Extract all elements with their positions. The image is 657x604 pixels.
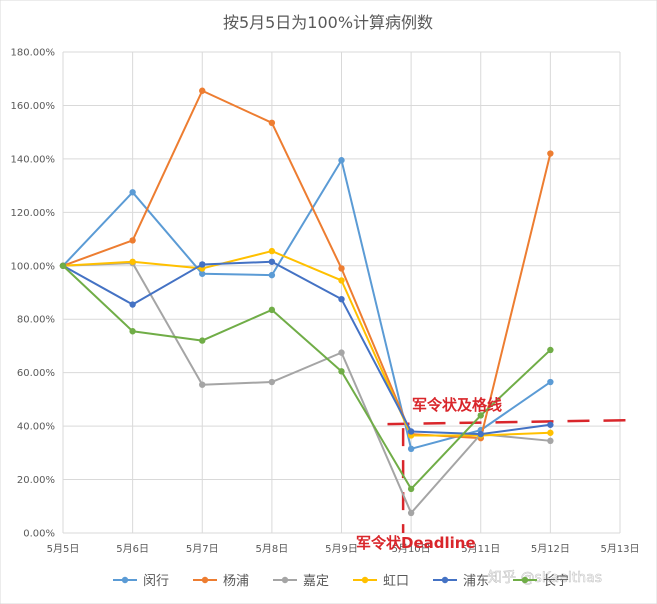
data-point: [547, 429, 554, 436]
legend-label: 浦东: [463, 574, 489, 589]
data-point: [199, 261, 206, 268]
x-tick-label: 5月9日: [325, 543, 358, 555]
data-point: [199, 337, 206, 344]
data-point: [268, 306, 276, 314]
data-point: [547, 150, 554, 157]
annotation-lines: [387, 418, 633, 533]
legend-item: 嘉定: [273, 574, 329, 589]
x-tick-label: 5月10日: [392, 543, 431, 555]
x-tick-label: 5月11日: [461, 543, 500, 555]
data-point: [338, 349, 345, 356]
legend-marker: [281, 576, 289, 584]
y-tick-label: 20.00%: [17, 475, 55, 486]
data-point: [547, 437, 554, 445]
legend-item: 长宁: [513, 573, 569, 589]
data-point: [59, 262, 67, 269]
data-point: [268, 247, 276, 255]
data-point: [129, 328, 136, 335]
x-tick-label: 5月8日: [256, 543, 289, 555]
series-line: [62, 250, 551, 437]
legend-item: 杨浦: [193, 574, 249, 589]
data-point: [547, 346, 554, 354]
legend-label: 长宁: [543, 573, 569, 589]
x-tick-label: 5月5日: [47, 543, 80, 555]
y-tick-label: 80.00%: [17, 315, 55, 326]
y-tick-label: 0.00%: [23, 529, 55, 540]
x-tick-label: 5月7日: [186, 543, 219, 555]
data-point: [407, 509, 415, 517]
x-tick-label: 5月12日: [531, 543, 570, 555]
y-tick-label: 180.00%: [11, 48, 56, 59]
watermark: 知乎 @sKaelthas: [488, 569, 602, 586]
series-line: [62, 262, 551, 514]
legend-item: 浦东: [433, 574, 489, 589]
chart-title: 按5月5日为100%计算病例数: [223, 13, 433, 32]
legend-label: 杨浦: [223, 574, 249, 589]
legend-label: 虹口: [383, 574, 409, 589]
data-point: [199, 381, 206, 388]
data-point: [338, 157, 345, 164]
data-point: [268, 258, 276, 265]
legend-marker: [361, 576, 369, 584]
data-point: [199, 87, 206, 94]
series-group: [59, 87, 554, 517]
data-point: [477, 430, 484, 438]
data-point: [407, 428, 415, 435]
series-5: [59, 258, 554, 438]
data-point: [407, 485, 415, 493]
y-tick-label: 100.00%: [11, 261, 56, 272]
data-point: [129, 237, 136, 244]
data-point: [129, 189, 136, 196]
legend: 闵行 杨浦 嘉定 虹口 浦东 长宁: [113, 573, 569, 589]
series-line: [62, 260, 551, 436]
data-point: [129, 301, 136, 308]
data-point: [547, 378, 554, 386]
legend-marker: [441, 576, 449, 584]
legend-marker: [521, 576, 529, 584]
data-point: [338, 368, 345, 375]
data-point: [547, 421, 554, 428]
legend-item: 闵行: [113, 574, 169, 589]
data-point: [129, 258, 136, 265]
series-6: [59, 262, 554, 493]
data-point: [338, 265, 345, 272]
series-line: [62, 265, 552, 490]
legend-marker: [121, 576, 129, 584]
x-axis-ticks: 5月5日 5月6日 5月7日 5月8日 5月9日 5月10日 5月11日 5月12日 5月13日: [47, 543, 640, 555]
y-tick-label: 120.00%: [11, 208, 56, 219]
data-point: [338, 295, 345, 303]
x-tick-label: 5月13日: [600, 543, 639, 555]
threshold-annotation: 军令状及格线: [412, 396, 502, 414]
data-point: [268, 119, 276, 127]
legend-marker: [201, 576, 209, 584]
data-point: [338, 277, 345, 284]
series-line: [62, 89, 552, 440]
legend-item: 虹口: [353, 574, 409, 589]
y-tick-label: 60.00%: [17, 368, 55, 379]
data-point: [199, 270, 206, 277]
deadline-annotation: 军令状Deadline: [356, 534, 476, 552]
data-point: [268, 378, 276, 386]
data-point: [477, 412, 484, 419]
x-tick-label: 5月6日: [116, 543, 149, 555]
data-point: [407, 445, 415, 453]
legend-label: 嘉定: [303, 574, 329, 589]
data-point: [268, 271, 276, 279]
y-axis-ticks: 0.00% 20.00% 40.00% 60.00% 80.00% 100.00% 120.…: [11, 48, 56, 540]
series-3: [59, 259, 554, 517]
y-tick-label: 140.00%: [11, 154, 56, 165]
legend-label: 闵行: [143, 574, 169, 589]
threshold-line: [387, 418, 633, 426]
y-tick-label: 40.00%: [17, 422, 55, 433]
y-tick-label: 160.00%: [11, 101, 56, 112]
